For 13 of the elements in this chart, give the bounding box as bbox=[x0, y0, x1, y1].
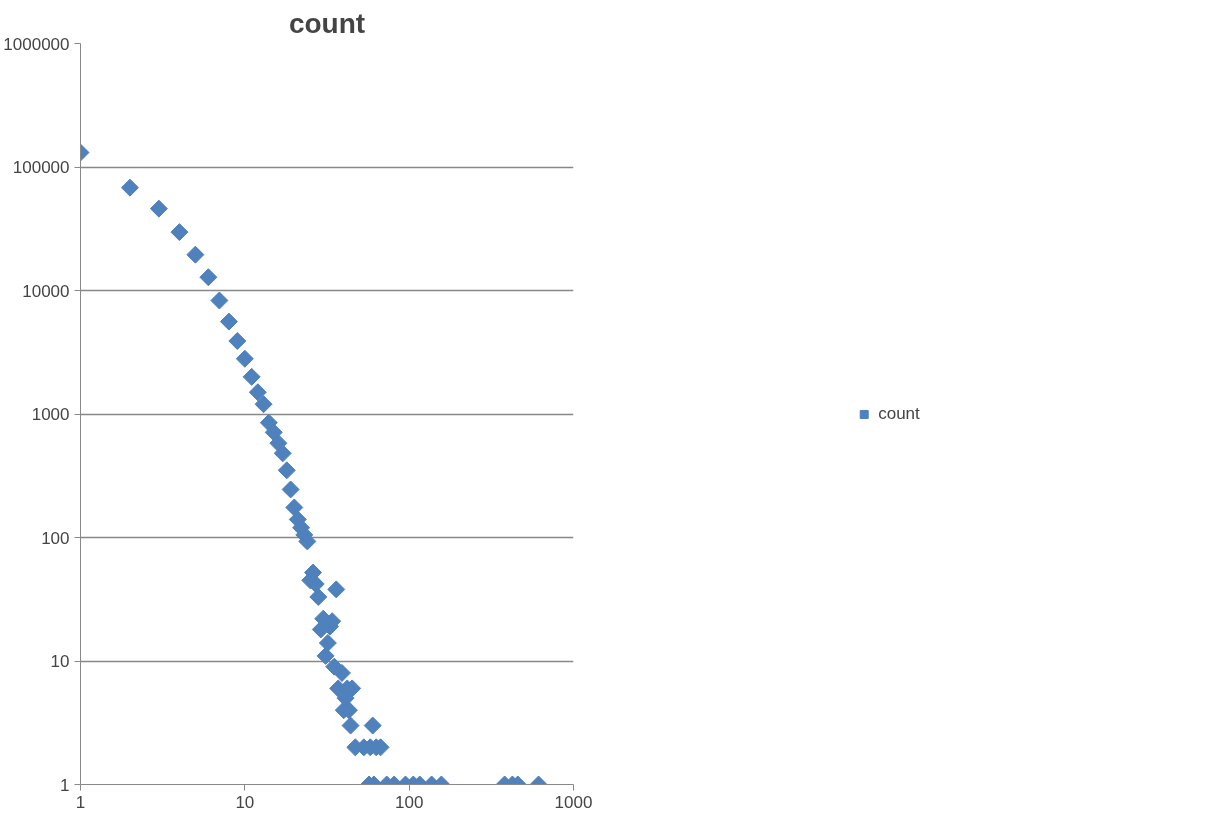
x-tick-label: 1 bbox=[75, 792, 86, 812]
legend-label: count bbox=[878, 403, 920, 424]
y-tick-label: 1 bbox=[60, 775, 70, 795]
x-tick-label: 10 bbox=[235, 792, 255, 812]
y-tick-label: 10000 bbox=[22, 281, 70, 301]
y-tick-label: 1000000 bbox=[3, 34, 70, 54]
y-tick-label: 100 bbox=[41, 528, 70, 548]
chart-title: count bbox=[288, 7, 366, 39]
x-tick-label: 100 bbox=[394, 792, 424, 812]
y-tick-label: 1000 bbox=[31, 405, 70, 424]
y-tick-label: 10 bbox=[50, 652, 70, 671]
y-tick-label: 100000 bbox=[12, 158, 70, 177]
x-tick-label: 1000 bbox=[554, 792, 593, 812]
